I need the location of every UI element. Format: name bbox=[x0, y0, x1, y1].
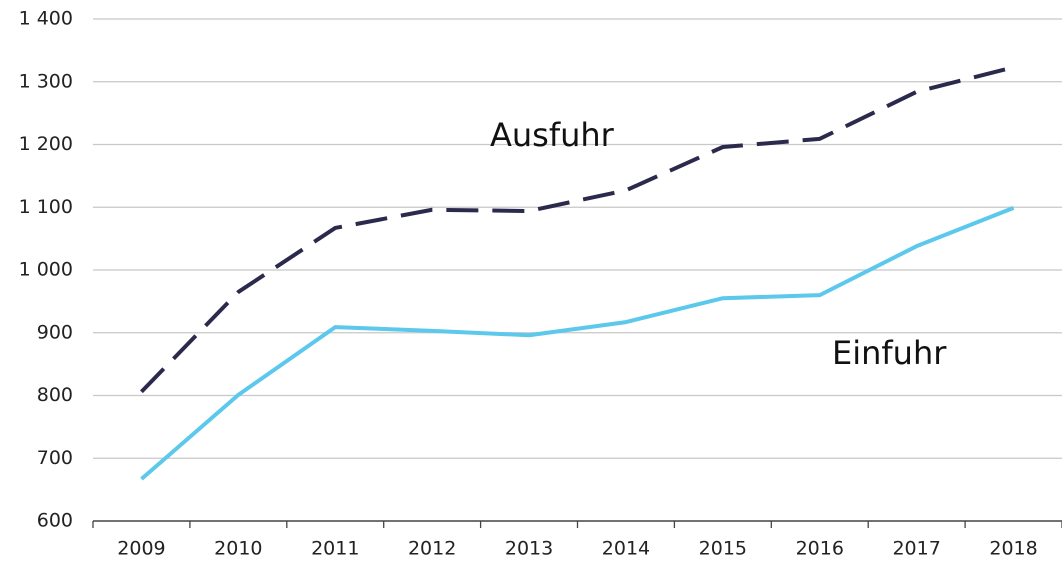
y-tick-label: 600 bbox=[37, 510, 73, 532]
series-label: Einfuhr bbox=[832, 334, 947, 372]
x-tick-label: 2016 bbox=[796, 538, 844, 560]
series-line bbox=[140, 206, 1015, 481]
x-tick-label: 2014 bbox=[602, 538, 650, 560]
y-tick-label: 1 400 bbox=[19, 8, 73, 30]
y-tick-label: 1 200 bbox=[19, 133, 73, 155]
y-tick-label: 1 100 bbox=[19, 196, 73, 218]
y-tick-label: 1 300 bbox=[19, 70, 73, 92]
x-tick-label: 2015 bbox=[699, 538, 747, 560]
series-line bbox=[140, 65, 1015, 394]
x-tick-label: 2012 bbox=[408, 538, 456, 560]
x-tick-label: 2010 bbox=[214, 538, 262, 560]
x-tick-label: 2011 bbox=[311, 538, 359, 560]
x-tick-label: 2009 bbox=[117, 538, 165, 560]
y-tick-label: 800 bbox=[37, 384, 73, 406]
y-tick-label: 1 000 bbox=[19, 259, 73, 281]
x-tick-label: 2018 bbox=[989, 538, 1037, 560]
x-tick-label: 2013 bbox=[505, 538, 553, 560]
series-label: Ausfuhr bbox=[490, 116, 615, 154]
x-tick-label: 2017 bbox=[892, 538, 940, 560]
y-tick-label: 700 bbox=[37, 447, 73, 469]
y-tick-label: 900 bbox=[37, 321, 73, 343]
